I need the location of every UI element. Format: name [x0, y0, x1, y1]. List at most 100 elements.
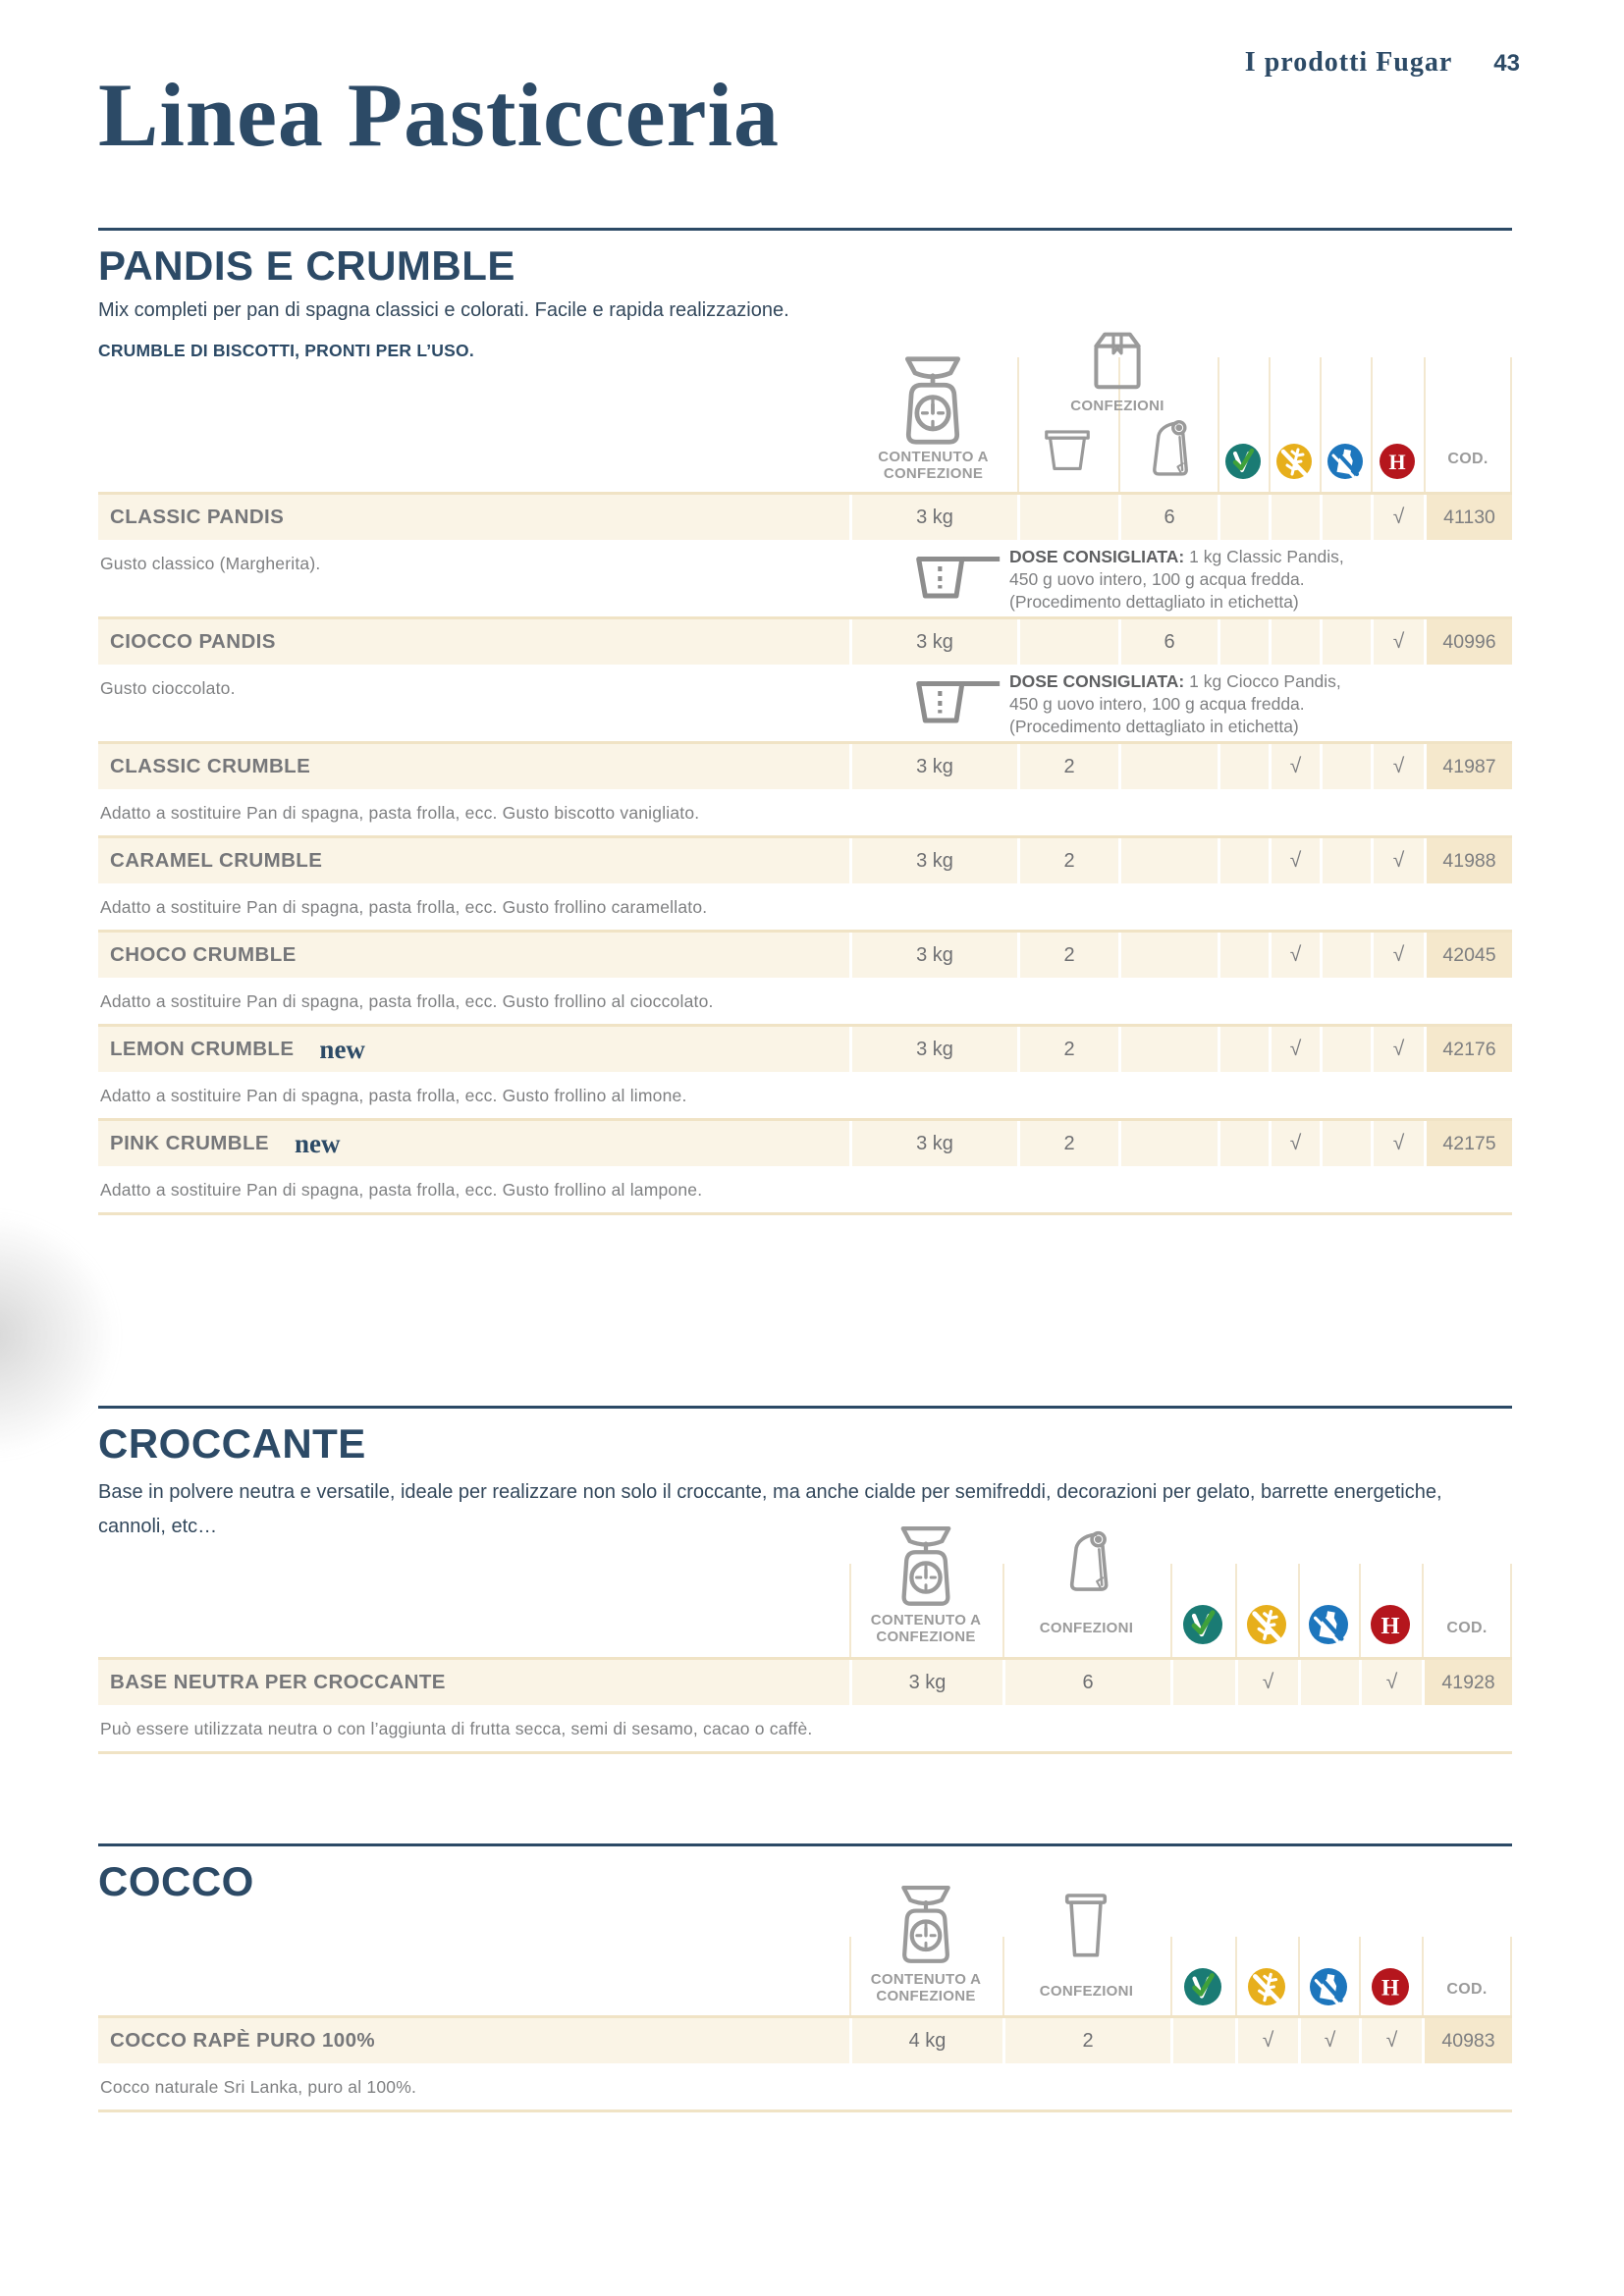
dose-text: DOSE CONSIGLIATA: 1 kg Classic Pandis, 4… — [1009, 547, 1344, 612]
section-description: Base in polvere neutra e versatile, idea… — [98, 1481, 1442, 1537]
tub-qty-cell — [1017, 495, 1118, 540]
measuring-cup-icon — [911, 552, 1001, 601]
column-divider — [1371, 357, 1373, 492]
column-divider — [849, 1937, 851, 2015]
tub-qty-cell: 2 — [1017, 838, 1118, 883]
product-name-cell: CIOCCO PANDIS — [98, 619, 849, 665]
column-divider — [1170, 1564, 1172, 1659]
contenuto-cell: 3 kg — [849, 744, 1017, 789]
row-divider — [98, 2015, 1512, 2018]
product-name-cell: CLASSIC PANDIS — [98, 495, 849, 540]
halal-check: √ — [1371, 933, 1424, 978]
contenuto-cell: 3 kg — [849, 1027, 1017, 1072]
product-block: COCCO RAPÈ PURO 100% 4 kg 2 √ √ √ 40983 … — [98, 2015, 1512, 2109]
product-description-row: Adatto a sostituire Pan di spagna, pasta… — [98, 883, 1512, 930]
product-name-cell: CARAMEL CRUMBLE — [98, 838, 849, 883]
product-code: 42176 — [1424, 1027, 1512, 1072]
gluten-free-check: √ — [1235, 1660, 1298, 1705]
gluten-free-check: √ — [1269, 1121, 1320, 1166]
section-divider — [98, 228, 1512, 231]
vegetable-ok-check — [1170, 1660, 1235, 1705]
cod-label: COD. — [1446, 1981, 1488, 1998]
scale-icon — [891, 1883, 961, 1965]
section-croccante: CROCCANTE Base in polvere neutra e versa… — [98, 1406, 1512, 1759]
table-header: CONTENUTO A CONFEZIONE CONFEZIONI COD. — [98, 1523, 1512, 1659]
row-divider — [98, 1024, 1512, 1027]
vegetable-ok-icon — [1184, 1968, 1221, 2005]
bag-qty-cell — [1118, 933, 1218, 978]
gluten-free-check — [1269, 619, 1320, 665]
column-divider — [1235, 1937, 1237, 2015]
confezioni-label: CONFEZIONI — [1039, 1620, 1134, 1636]
new-badge: new — [319, 1034, 365, 1064]
vegetable-ok-check — [1170, 2018, 1235, 2063]
vegetable-ok-check — [1218, 838, 1269, 883]
confezioni-cell: 6 — [1002, 1660, 1170, 1705]
halal-icon — [1380, 444, 1415, 479]
table-end-divider — [98, 2109, 1512, 2112]
tall-tub-icon — [1061, 1883, 1110, 1967]
lactose-free-check — [1320, 838, 1371, 883]
product-description: Cocco naturale Sri Lanka, puro al 100%. — [100, 2077, 417, 2097]
gluten-free-icon — [1247, 1605, 1286, 1644]
column-divider — [1218, 357, 1219, 492]
product-code: 40996 — [1424, 619, 1512, 665]
halal-check: √ — [1359, 2018, 1422, 2063]
product-code: 41988 — [1424, 838, 1512, 883]
row-divider — [98, 835, 1512, 838]
section-cocco: COCCO CONTENUTO A CONFEZIONE CONFEZIONI C… — [98, 1843, 1512, 2128]
product-description: Adatto a sostituire Pan di spagna, pasta… — [100, 1086, 687, 1105]
contenuto-label: CONTENUTO A CONFEZIONE — [878, 449, 989, 482]
measuring-cup-icon — [911, 676, 1001, 725]
section-title: PANDIS E CRUMBLE — [98, 242, 515, 289]
product-block: CHOCO CRUMBLE 3 kg 2 √ √ 42045 Adatto a … — [98, 930, 1512, 1024]
product-name: LEMON CRUMBLE — [110, 1038, 295, 1060]
bag-qty-cell — [1118, 744, 1218, 789]
vegetable-ok-check — [1218, 1027, 1269, 1072]
scale-icon — [895, 353, 970, 447]
product-block: CIOCCO PANDIS 3 kg 6 √ 40996 Gusto ciocc… — [98, 616, 1512, 741]
product-code: 41130 — [1424, 495, 1512, 540]
contenuto-label: CONTENUTO A CONFEZIONE — [870, 1612, 982, 1645]
gluten-free-check: √ — [1269, 933, 1320, 978]
table-row: CLASSIC PANDIS 3 kg 6 √ 41130 — [98, 495, 1512, 540]
page-number: 43 — [1493, 50, 1520, 77]
product-name-cell: COCCO RAPÈ PURO 100% — [98, 2018, 849, 2063]
product-name: CARAMEL CRUMBLE — [110, 849, 323, 872]
product-name: BASE NEUTRA PER CROCCANTE — [110, 1671, 446, 1693]
gluten-free-check: √ — [1235, 2018, 1298, 2063]
product-code: 41928 — [1422, 1660, 1512, 1705]
column-divider — [1359, 1937, 1361, 2015]
product-name: COCCO RAPÈ PURO 100% — [110, 2029, 376, 2052]
paper-bag-icon — [1141, 417, 1196, 478]
table-header: CONTENUTO A CONFEZIONE CONFEZIONI COD. — [98, 329, 1512, 492]
product-description: Gusto cioccolato. — [100, 678, 236, 698]
halal-icon — [1371, 1605, 1410, 1644]
contenuto-cell: 3 kg — [849, 1660, 1002, 1705]
product-code: 42175 — [1424, 1121, 1512, 1166]
lactose-free-icon — [1309, 1605, 1348, 1644]
vegetable-ok-check — [1218, 495, 1269, 540]
confezioni-label: CONFEZIONI — [1070, 398, 1164, 414]
lactose-free-icon — [1327, 444, 1363, 479]
product-description-row: Può essere utilizzata neutra o con l’agg… — [98, 1705, 1512, 1751]
contenuto-cell: 3 kg — [849, 619, 1017, 665]
section-description: Mix completi per pan di spagna classici … — [98, 299, 789, 321]
halal-check: √ — [1371, 1027, 1424, 1072]
vegetable-ok-check — [1218, 933, 1269, 978]
lactose-free-check — [1320, 619, 1371, 665]
row-divider — [98, 492, 1512, 495]
product-block: CLASSIC CRUMBLE 3 kg 2 √ √ 41987 Adatto … — [98, 741, 1512, 835]
contenuto-cell: 4 kg — [849, 2018, 1002, 2063]
section-pandis-e-crumble: PANDIS E CRUMBLE Mix completi per pan di… — [98, 228, 1512, 1219]
tub-qty-cell: 2 — [1017, 1121, 1118, 1166]
column-divider — [1510, 1564, 1512, 1659]
contenuto-cell: 3 kg — [849, 1121, 1017, 1166]
product-name-cell: LEMON CRUMBLE new — [98, 1027, 849, 1072]
vegetable-ok-icon — [1183, 1605, 1222, 1644]
lactose-free-check — [1320, 495, 1371, 540]
column-divider — [1298, 1937, 1300, 2015]
product-table: BASE NEUTRA PER CROCCANTE 3 kg 6 √ √ 419… — [98, 1657, 1512, 1754]
column-divider — [1170, 1937, 1172, 2015]
